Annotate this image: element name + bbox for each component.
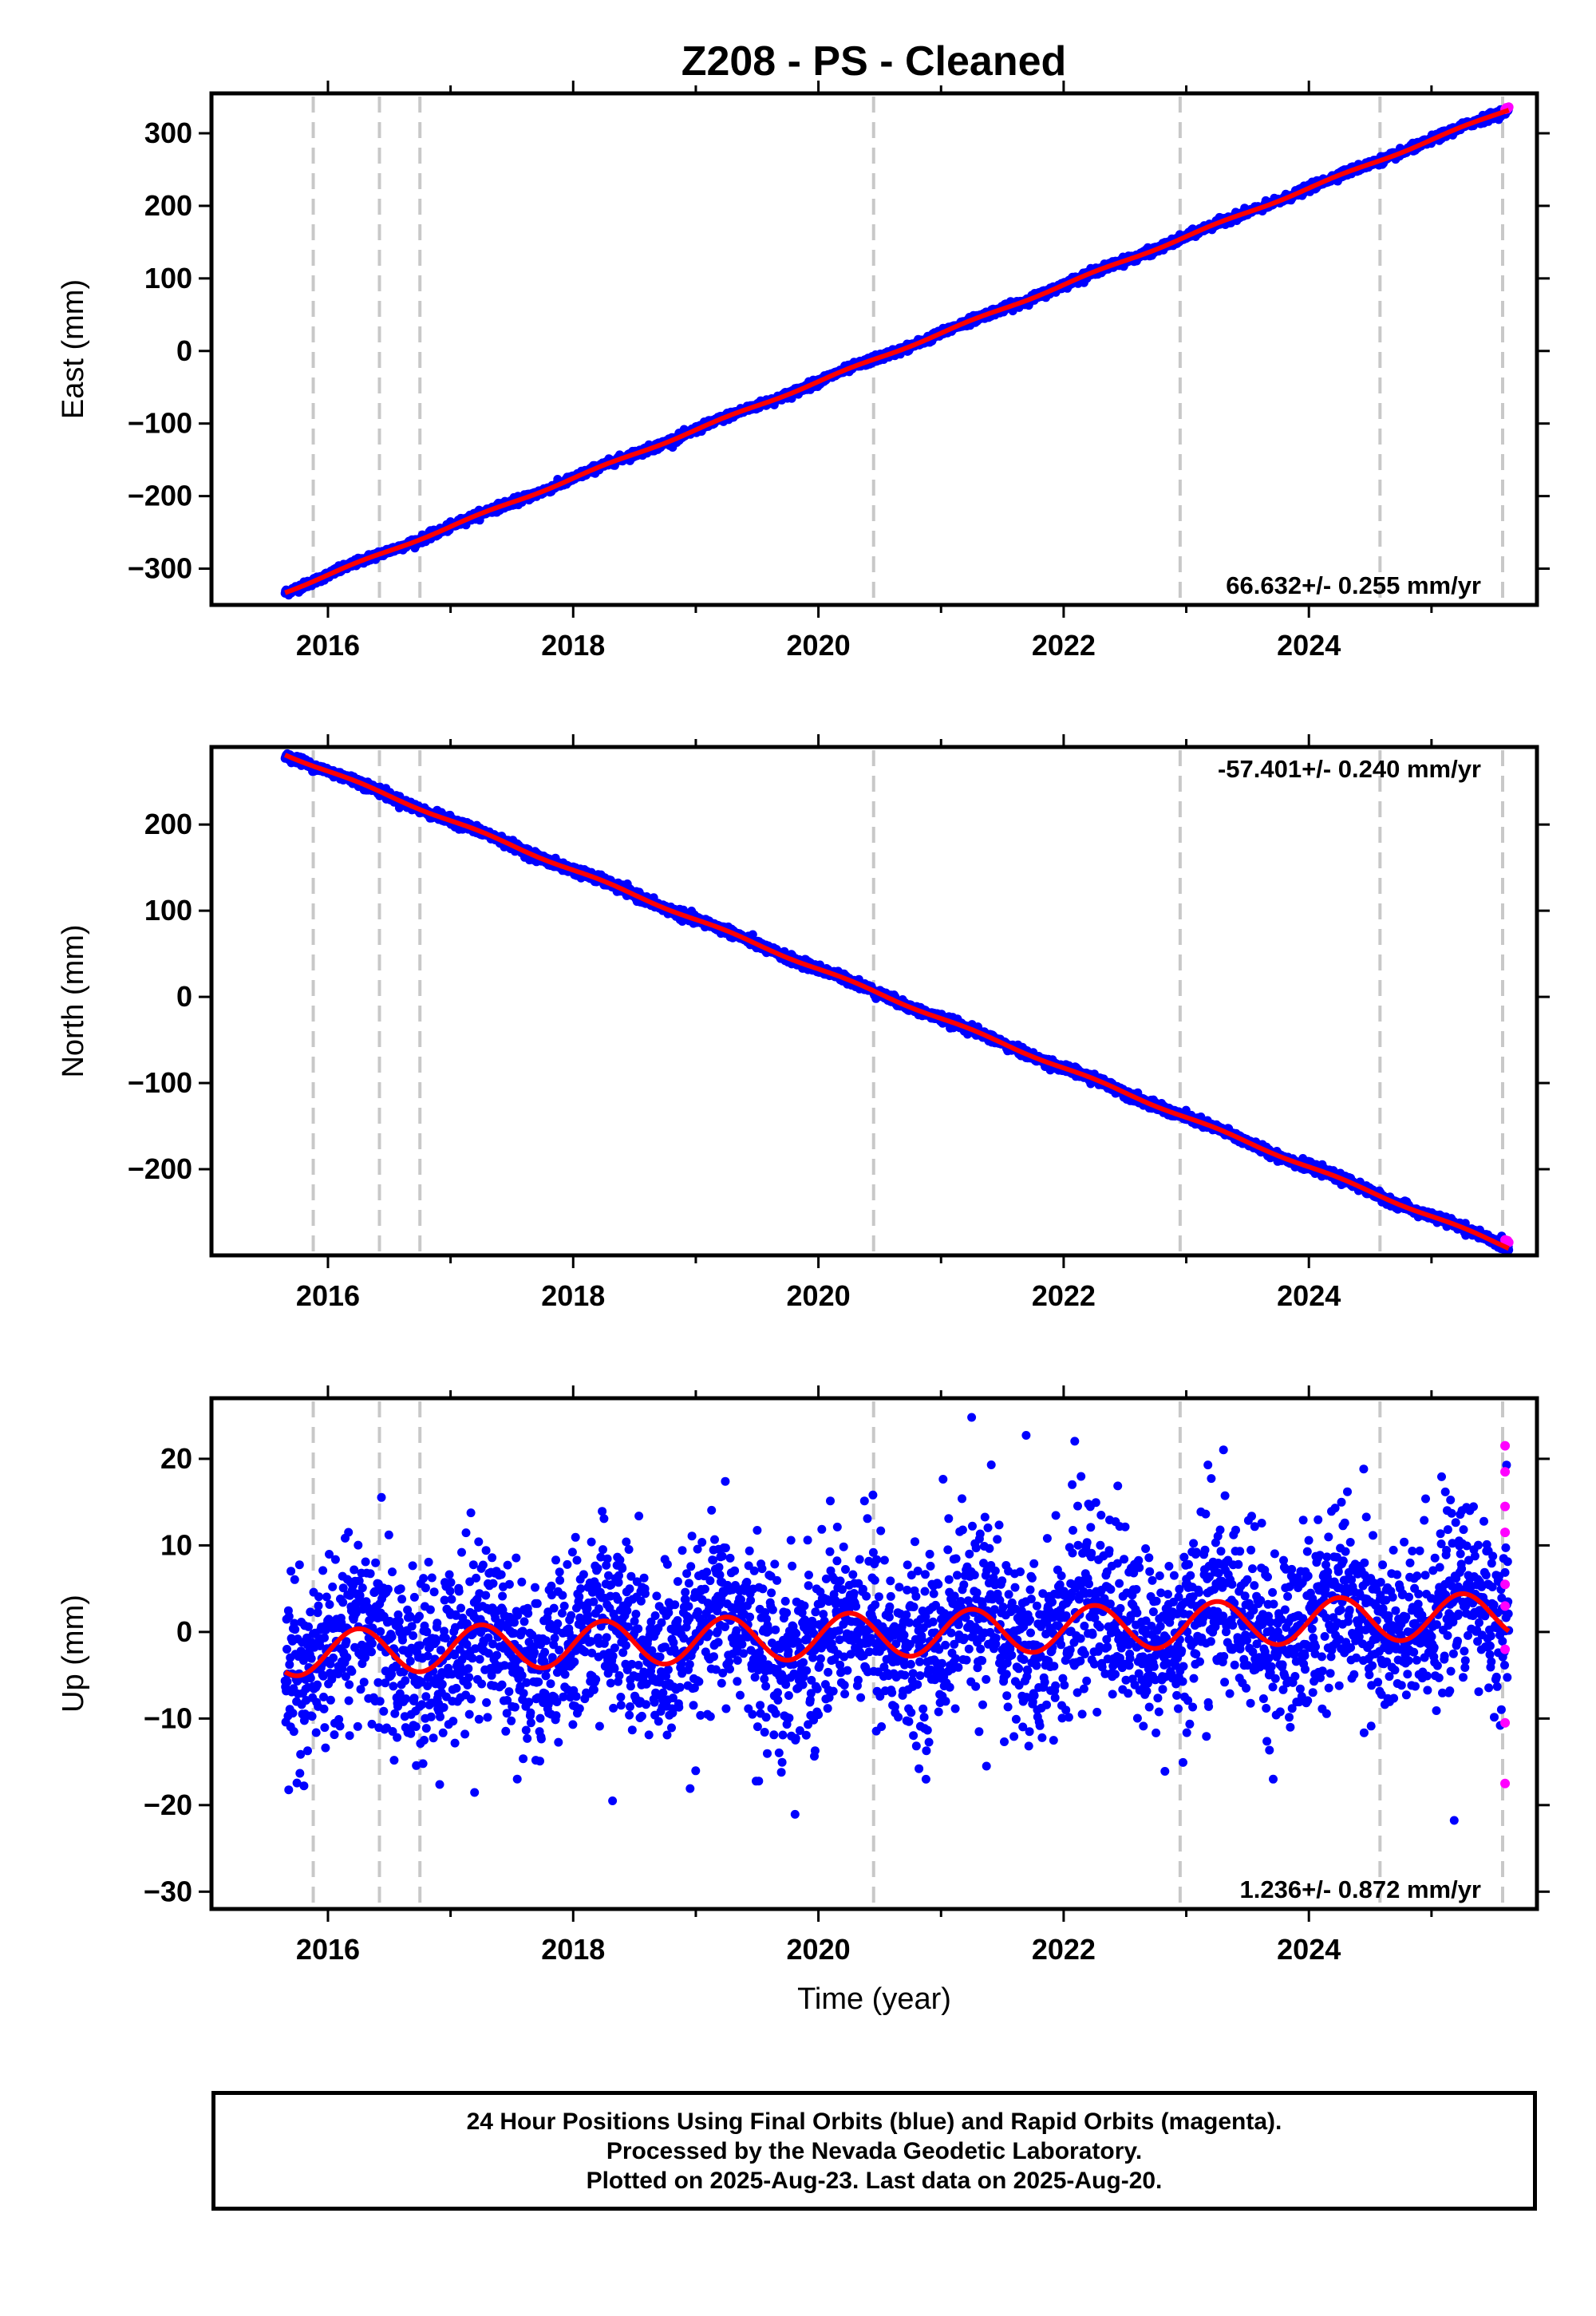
y-tick-label: −100 <box>128 407 192 440</box>
x-tick-label: 2018 <box>541 629 605 662</box>
y-axis-label: East (mm) <box>57 279 90 419</box>
y-tick-label: 300 <box>144 117 192 149</box>
y-tick-label: 0 <box>176 334 192 367</box>
y-tick-label: −200 <box>128 480 192 512</box>
model-fit-line <box>284 108 1510 595</box>
plot-frame <box>209 91 1539 607</box>
y-tick-label: 200 <box>144 189 192 222</box>
y-tick-label: 100 <box>144 262 192 294</box>
rate-annotation: 66.632+/- 0.255 mm/yr <box>1226 571 1481 599</box>
data-point <box>748 930 757 939</box>
y-tick-label: −300 <box>128 552 192 585</box>
x-tick-label: 2024 <box>1277 629 1341 662</box>
x-tick-label: 2020 <box>787 629 851 662</box>
x-tick-label: 2022 <box>1032 629 1096 662</box>
x-tick-label: 2016 <box>296 629 360 662</box>
chart-title: Z208 - PS - Cleaned <box>681 38 1067 85</box>
panel-1: −300 −200 −100 0 100 200 300 2016 2018 2020 2022 20… <box>57 81 1550 662</box>
